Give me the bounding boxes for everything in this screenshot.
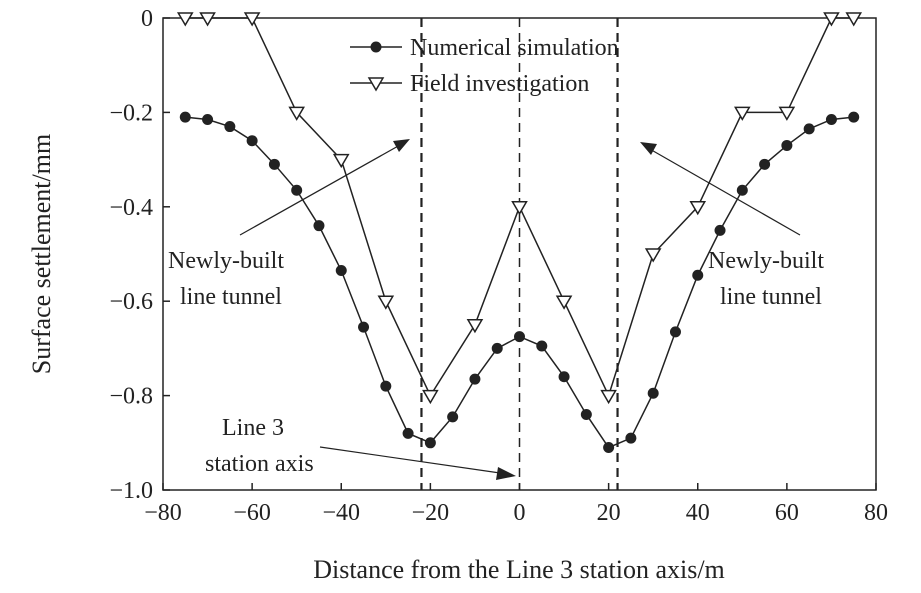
legend-marker-triangle bbox=[367, 77, 385, 92]
annotation-axis-arrowhead bbox=[496, 467, 516, 480]
data-point-simulation bbox=[358, 321, 370, 333]
data-point-simulation bbox=[202, 113, 214, 125]
x-tick-label: 20 bbox=[597, 500, 621, 526]
data-point-field bbox=[689, 201, 707, 216]
data-point-simulation bbox=[714, 224, 726, 236]
data-point-simulation bbox=[313, 220, 325, 232]
data-point-simulation bbox=[246, 135, 258, 147]
data-point-simulation bbox=[291, 184, 303, 196]
data-point-simulation bbox=[491, 342, 503, 354]
data-point-simulation bbox=[380, 380, 392, 392]
data-point-simulation bbox=[603, 442, 615, 454]
annotation-left-line2: line tunnel bbox=[180, 284, 282, 310]
data-point-simulation bbox=[625, 432, 637, 444]
data-point-field bbox=[600, 389, 617, 405]
data-point-simulation bbox=[580, 408, 592, 420]
data-point-simulation bbox=[447, 411, 459, 423]
data-point-field bbox=[243, 12, 261, 27]
data-point-field bbox=[734, 106, 751, 121]
data-point-simulation bbox=[848, 111, 860, 123]
annotation-right-arrowhead bbox=[640, 142, 657, 155]
data-point-simulation bbox=[335, 265, 347, 277]
data-point-simulation bbox=[179, 111, 191, 123]
data-point-simulation bbox=[669, 326, 681, 338]
data-point-simulation bbox=[514, 331, 525, 343]
data-point-simulation bbox=[424, 437, 436, 449]
y-tick-label: −1.0 bbox=[109, 478, 153, 504]
y-tick-label: −0.6 bbox=[109, 289, 153, 315]
data-point-field bbox=[422, 389, 439, 405]
legend-label-field: Field investigation bbox=[410, 71, 589, 97]
x-tick-label: −40 bbox=[322, 500, 360, 526]
x-tick-label: −20 bbox=[412, 500, 450, 526]
data-point-field bbox=[466, 319, 484, 334]
annotation-left-line1: Newly-built bbox=[168, 248, 284, 274]
annotation-right-line1: Newly-built bbox=[708, 248, 824, 274]
data-point-field bbox=[176, 12, 194, 27]
legend-marker-circle bbox=[370, 41, 382, 53]
y-tick-label: −0.2 bbox=[109, 100, 153, 126]
x-tick-label: 60 bbox=[775, 500, 799, 526]
y-tick-label: 0 bbox=[141, 6, 153, 32]
data-point-simulation bbox=[224, 121, 236, 133]
data-point-simulation bbox=[558, 371, 570, 383]
legend-label-simulation: Numerical simulation bbox=[410, 35, 619, 61]
x-tick-label: −80 bbox=[144, 500, 182, 526]
y-tick-label: −0.8 bbox=[109, 384, 153, 410]
data-point-simulation bbox=[647, 387, 659, 399]
data-point-field bbox=[823, 12, 840, 27]
data-point-field bbox=[511, 201, 528, 216]
annotations: Newly-built line tunnel Newly-built line… bbox=[168, 139, 824, 480]
y-axis-label: Surface settlement/mm bbox=[27, 134, 56, 374]
data-point-simulation bbox=[469, 373, 481, 385]
annotation-axis-line2: station axis bbox=[205, 451, 314, 477]
annotation-right-line2: line tunnel bbox=[720, 284, 822, 310]
x-tick-label: 80 bbox=[864, 500, 888, 526]
data-point-simulation bbox=[781, 139, 793, 151]
data-point-simulation bbox=[402, 427, 414, 439]
data-point-simulation bbox=[825, 113, 837, 125]
data-point-simulation bbox=[803, 123, 815, 135]
data-point-simulation bbox=[759, 158, 771, 170]
data-point-field bbox=[199, 12, 216, 27]
x-tick-label: 40 bbox=[686, 500, 710, 526]
x-axis-label: Distance from the Line 3 station axis/m bbox=[313, 555, 725, 584]
annotation-axis-line1: Line 3 bbox=[222, 415, 284, 441]
data-point-field bbox=[778, 106, 796, 121]
x-tick-label: −60 bbox=[233, 500, 271, 526]
data-point-field bbox=[332, 153, 350, 169]
data-point-simulation bbox=[536, 340, 548, 352]
data-point-field bbox=[644, 248, 662, 263]
data-point-field bbox=[845, 12, 863, 27]
y-tick-label: −0.4 bbox=[109, 195, 153, 221]
data-point-field bbox=[555, 295, 573, 310]
data-point-field bbox=[377, 295, 395, 310]
data-point-field bbox=[288, 106, 305, 121]
legend: Numerical simulation Field investigation bbox=[350, 35, 619, 97]
data-point-simulation bbox=[692, 269, 704, 281]
data-point-simulation bbox=[268, 158, 280, 170]
annotation-left-arrowhead bbox=[393, 139, 410, 152]
data-point-simulation bbox=[736, 184, 748, 196]
x-tick-label: 0 bbox=[514, 500, 526, 526]
